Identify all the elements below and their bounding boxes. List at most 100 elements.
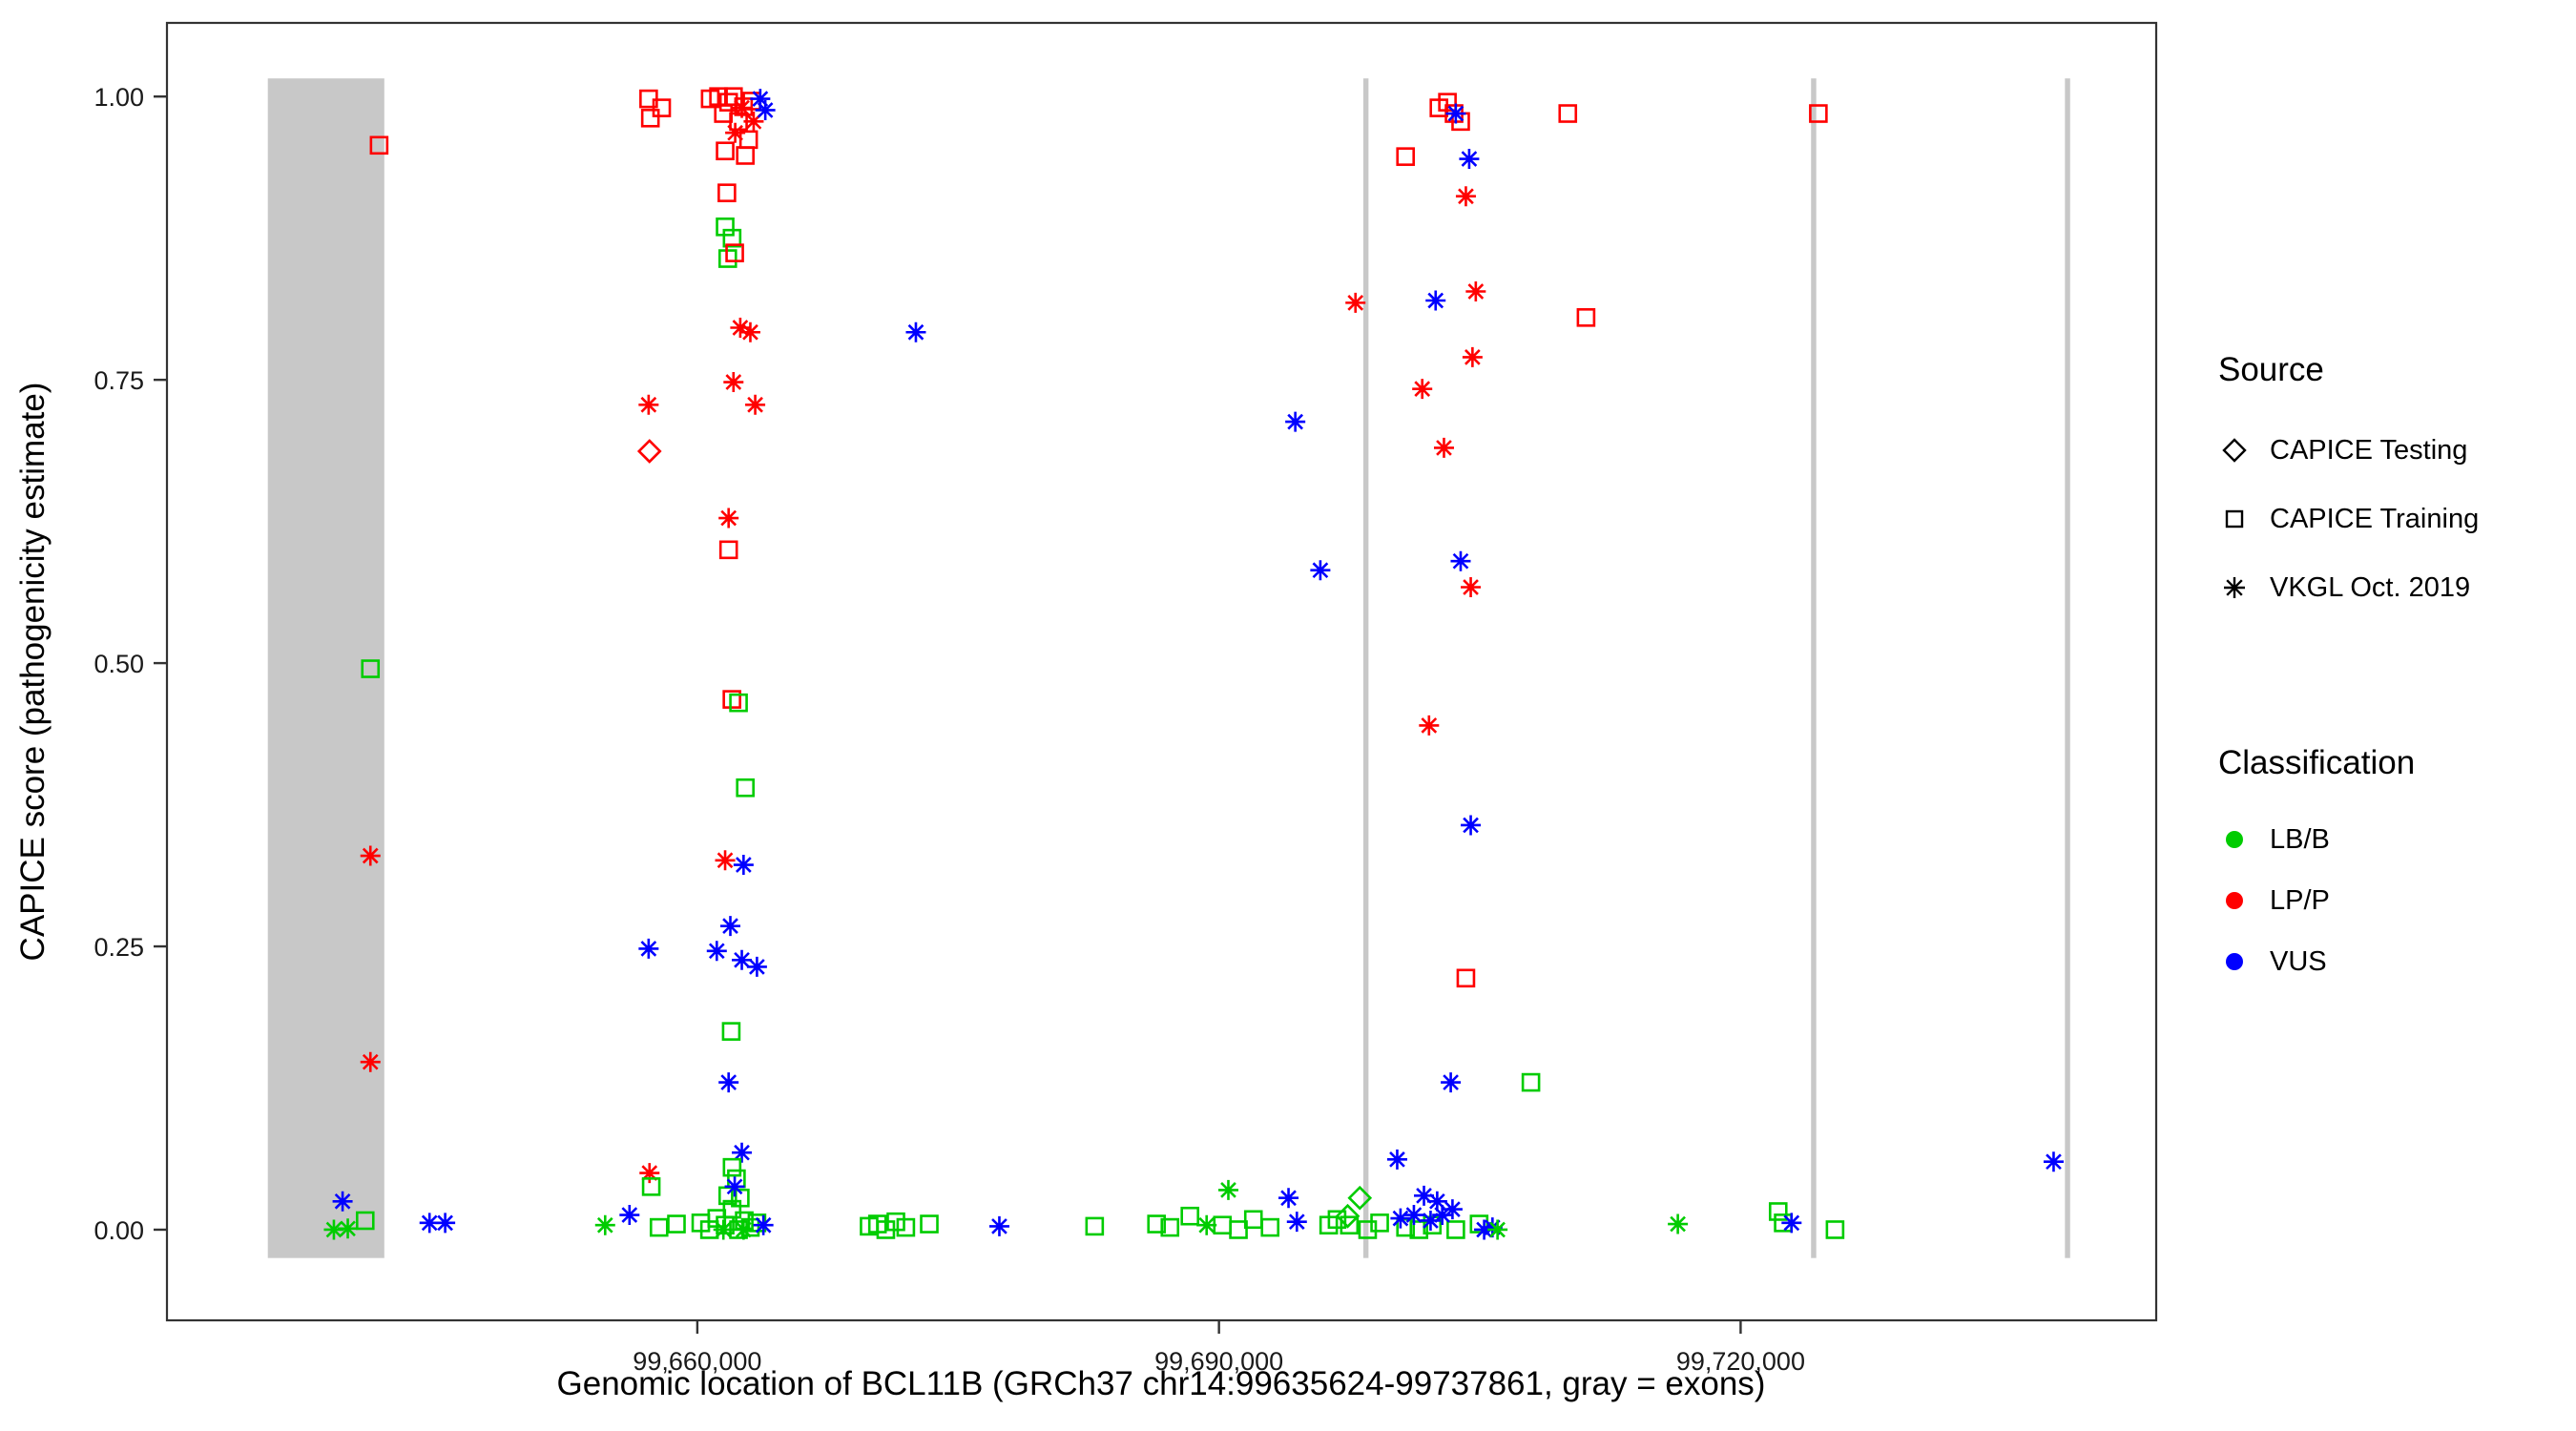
y-tick-label: 0.00	[93, 1216, 144, 1245]
data-point	[1781, 1213, 1802, 1234]
data-point	[886, 1212, 905, 1232]
data-point	[2043, 1151, 2064, 1172]
data-point	[1459, 149, 1480, 170]
data-point	[1419, 715, 1440, 736]
legend-item-vus: VUS	[2218, 931, 2479, 992]
data-point	[920, 1214, 939, 1234]
legend-source: Source CAPICE Testing CAPICE Training VK…	[2218, 351, 2479, 622]
data-point	[706, 941, 727, 962]
legend-source-title: Source	[2218, 351, 2324, 388]
data-point	[338, 1218, 359, 1239]
data-point	[1446, 1220, 1465, 1239]
data-point	[1465, 281, 1486, 302]
data-point	[667, 1214, 686, 1234]
legend: Source CAPICE Testing CAPICE Training VK…	[2218, 351, 2479, 992]
data-point	[1347, 1185, 1373, 1211]
diamond-icon	[2222, 438, 2247, 463]
data-point	[638, 394, 659, 415]
data-point	[1461, 577, 1482, 598]
data-point	[1433, 437, 1454, 458]
data-point	[640, 108, 660, 128]
data-point	[1521, 1072, 1541, 1092]
data-point	[1450, 550, 1471, 571]
data-point	[1370, 1213, 1389, 1233]
data-point	[1396, 147, 1416, 166]
data-point	[1825, 1220, 1845, 1239]
legend-label-capice-training: CAPICE Training	[2270, 503, 2480, 534]
data-point	[1147, 1214, 1167, 1234]
data-point	[1423, 1215, 1443, 1235]
data-point	[732, 1142, 753, 1163]
data-point	[1425, 290, 1446, 311]
data-point	[718, 540, 738, 560]
data-point	[638, 938, 659, 959]
data-point	[732, 97, 753, 118]
data-point	[717, 183, 737, 202]
x-axis-title: Genomic location of BCL11B (GRCh37 chr14…	[557, 1365, 1766, 1402]
exon-region	[2065, 78, 2070, 1258]
data-point	[745, 394, 766, 415]
data-point	[724, 1176, 745, 1197]
data-point	[1180, 1206, 1200, 1226]
data-point	[1414, 1185, 1435, 1206]
data-point	[360, 845, 381, 866]
legend-label-lbb: LB/B	[2270, 823, 2330, 855]
data-point	[1576, 308, 1596, 327]
exon-region	[1362, 78, 1369, 1258]
data-point	[1426, 1191, 1447, 1212]
data-point	[1668, 1213, 1689, 1234]
data-point	[332, 1191, 353, 1212]
data-point	[1441, 1072, 1462, 1093]
data-point	[1260, 1217, 1280, 1237]
data-point	[896, 1217, 916, 1237]
data-point	[755, 99, 776, 120]
data-point	[1358, 1220, 1378, 1239]
data-point	[619, 1205, 640, 1226]
data-point	[1432, 1205, 1453, 1226]
data-point	[729, 693, 748, 713]
data-point	[1386, 1149, 1407, 1170]
data-point	[1487, 1219, 1508, 1240]
data-point	[419, 1213, 440, 1234]
legend-classification: Classification LB/B LP/P VUS	[2218, 744, 2479, 992]
data-point	[736, 146, 755, 165]
data-point	[636, 439, 662, 464]
legend-item-capice-testing: CAPICE Testing	[2218, 416, 2479, 485]
data-point	[905, 321, 926, 342]
data-point	[1445, 103, 1466, 124]
legend-item-lbb: LB/B	[2218, 809, 2479, 870]
data-point	[746, 956, 767, 977]
axes: 99,660,000 99,690,000 99,720,000 0.00 0.25 0.…	[93, 83, 1805, 1376]
data-point	[1768, 1202, 1788, 1221]
legend-label-capice-testing: CAPICE Testing	[2270, 434, 2468, 466]
y-tick-label: 1.00	[93, 83, 144, 112]
legend-classification-title: Classification	[2218, 744, 2416, 781]
data-point	[594, 1214, 615, 1235]
data-point	[722, 690, 741, 709]
y-axis-title: CAPICE score (pathogenicity estimate)	[14, 383, 52, 962]
data-point	[725, 122, 746, 143]
data-point	[732, 949, 753, 970]
data-point	[1462, 346, 1483, 367]
data-point	[1403, 1205, 1424, 1226]
data-point	[723, 372, 744, 393]
data-point	[988, 1215, 1009, 1236]
vus-color-swatch	[2226, 953, 2243, 970]
data-point	[750, 89, 771, 110]
data-point	[1229, 1220, 1248, 1239]
data-point	[722, 1199, 742, 1219]
data-point	[1474, 1219, 1495, 1240]
data-point	[739, 321, 760, 342]
data-point	[1390, 1208, 1411, 1229]
data-point	[753, 1214, 774, 1235]
data-point	[1456, 968, 1476, 988]
legend-item-lpp: LP/P	[2218, 870, 2479, 931]
data-point	[715, 850, 736, 871]
square-icon	[2225, 509, 2244, 529]
points-layer	[323, 87, 2064, 1240]
data-point	[1278, 1188, 1299, 1209]
data-point	[736, 778, 755, 798]
data-point	[1345, 292, 1366, 313]
